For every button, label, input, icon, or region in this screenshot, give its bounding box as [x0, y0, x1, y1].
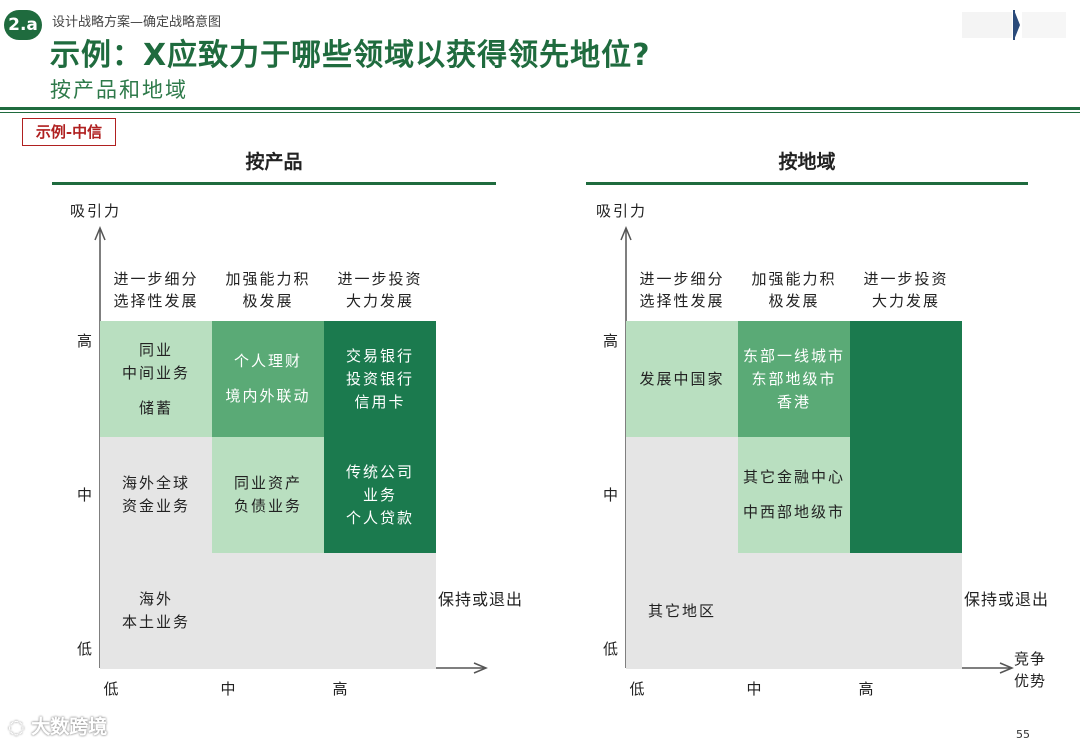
- product-column-header-line: 进一步投资: [337, 270, 423, 288]
- region-x-axis-label-line: 竞争: [1014, 650, 1047, 668]
- product-cell-item: 海外: [138, 590, 173, 608]
- product-matrix-cell: 同业资产 负债业务: [212, 437, 324, 553]
- region-matrix-cell: [850, 553, 962, 669]
- region-matrix-cell: [626, 437, 738, 553]
- watermark: ◌ 大数跨境: [8, 712, 107, 739]
- product-cell-item: 同业资产: [233, 474, 302, 492]
- region-y-axis-arrow: [620, 226, 632, 241]
- product-matrix-cell: 个人理财 境内外联动: [212, 321, 324, 437]
- region-column-header: 进一步细分选择性发展: [626, 268, 738, 312]
- region-x-tick: 低: [629, 680, 645, 698]
- region-panel-title: 按地域: [778, 151, 836, 173]
- product-cell-item: 负债业务: [233, 497, 302, 515]
- product-column-header: 进一步投资 大力发展: [324, 268, 436, 312]
- page-title: 示例：X应致力于哪些领域以获得领先地位?: [50, 38, 651, 73]
- product-cell-item: 传统公司: [345, 462, 414, 481]
- region-cell-item: 东部一线城市: [742, 346, 845, 365]
- region-x-tick: 高: [858, 680, 874, 698]
- company-logo: [962, 8, 1066, 42]
- product-y-axis-label: 吸引力: [70, 202, 122, 220]
- product-cell-item: 资金业务: [121, 497, 190, 515]
- region-row-label: 中: [603, 486, 619, 504]
- product-column-header-line: 进一步细分: [113, 270, 199, 288]
- product-column-header-line: 加强能力积: [225, 270, 311, 288]
- region-x-tick: 中: [746, 680, 762, 698]
- product-column-header-line: 极发展: [242, 292, 294, 310]
- product-row-label: 中: [77, 486, 93, 504]
- region-cell-item: 中西部地级市: [742, 503, 845, 521]
- header-rule-thin: [0, 112, 1080, 113]
- region-matrix-cell: [738, 553, 850, 669]
- product-cell-item: 同业: [138, 340, 173, 359]
- product-matrix-cell: 海外 本土业务: [100, 553, 212, 669]
- region-cell-item: 发展中国家: [639, 369, 725, 388]
- region-x-axis-arrow: [999, 662, 1014, 674]
- product-matrix-cell: [212, 553, 324, 669]
- product-cell-item: 海外全球: [121, 474, 190, 492]
- region-cell-item: 东部地级市: [751, 369, 837, 388]
- product-x-tick: 高: [332, 680, 348, 698]
- product-cell-item: 储蓄: [138, 398, 173, 417]
- region-column-header-line: 选择性发展: [639, 292, 725, 310]
- region-y-axis-label: 吸引力: [596, 202, 648, 220]
- region-exit-label: 保持或退出: [964, 590, 1050, 609]
- region-column-header-line: 大力发展: [871, 292, 940, 310]
- region-panel-rule: [586, 182, 1028, 185]
- product-cell-item: 中间业务: [121, 363, 190, 382]
- product-cell-item: 个人理财: [233, 352, 302, 370]
- region-column-header-line: 加强能力积: [751, 270, 837, 288]
- header-rule: [0, 107, 1080, 110]
- region-matrix-cell: 发展中国家: [626, 321, 738, 437]
- region-cell-item: 其它金融中心: [742, 468, 845, 486]
- region-column-header-line: 极发展: [768, 292, 820, 310]
- breadcrumb: 设计战略方案—确定战略意图: [52, 15, 222, 30]
- region-cell-item: 香港: [776, 392, 811, 411]
- product-y-axis-arrow: [94, 226, 106, 241]
- product-column-header-line: 选择性发展: [113, 292, 199, 310]
- product-row-label: 高: [77, 332, 93, 350]
- region-column-header: 进一步投资 大力发展: [850, 268, 962, 312]
- product-matrix-cell: [324, 553, 436, 669]
- product-column-header: 进一步细分选择性发展: [100, 268, 212, 312]
- region-x-axis-label: 竞争 优势: [1014, 648, 1046, 692]
- product-panel-rule: [52, 182, 496, 185]
- section-badge: 2.a: [4, 10, 42, 40]
- product-matrix-cell: 交易银行投资银行信用卡: [324, 321, 436, 437]
- region-cell-item: 其它地区: [647, 601, 716, 620]
- watermark-icon: ◌: [8, 716, 32, 738]
- region-matrix-cell: 其它地区: [626, 553, 738, 669]
- region-row-label: 高: [603, 332, 619, 350]
- product-matrix-cell: 同业 中间业务 储蓄: [100, 321, 212, 437]
- product-cell-item: 信用卡: [354, 392, 406, 411]
- product-cell-item: 境内外联动: [225, 387, 311, 405]
- product-cell-item: 投资银行: [345, 369, 414, 388]
- region-column-header: 加强能力积 极发展: [738, 268, 850, 312]
- region-matrix-cell: 其它金融中心 中西部地级市: [738, 437, 850, 553]
- product-row-label: 低: [77, 640, 93, 658]
- region-x-axis-label-line: 优势: [1014, 672, 1047, 690]
- product-cell-item: 交易银行: [345, 346, 414, 365]
- product-column-header: 加强能力积 极发展: [212, 268, 324, 312]
- region-matrix-cell: [850, 321, 962, 437]
- product-column-header-line: 大力发展: [345, 292, 414, 310]
- page-number: 55: [1016, 728, 1030, 741]
- product-x-tick: 低: [103, 680, 119, 698]
- product-x-axis-arrow: [473, 662, 488, 674]
- product-x-tick: 中: [220, 680, 236, 698]
- product-matrix-cell: 海外全球 资金业务: [100, 437, 212, 553]
- product-cell-item: 本土业务: [121, 613, 190, 631]
- region-row-label: 低: [603, 640, 619, 658]
- product-cell-item: 业务: [362, 485, 397, 504]
- page-subtitle: 按产品和地域: [50, 78, 188, 102]
- region-matrix-cell: 东部一线城市 东部地级市香港: [738, 321, 850, 437]
- region-column-header-line: 进一步细分: [639, 270, 725, 288]
- example-tag: 示例-中信: [22, 118, 116, 146]
- product-matrix-cell: 传统公司业务个人贷款: [324, 437, 436, 553]
- product-cell-item: 个人贷款: [345, 508, 414, 527]
- watermark-text: 大数跨境: [31, 716, 108, 738]
- product-exit-label: 保持或退出: [438, 590, 524, 609]
- product-panel-title: 按产品: [245, 151, 303, 173]
- region-column-header-line: 进一步投资: [863, 270, 949, 288]
- region-matrix-cell: [850, 437, 962, 553]
